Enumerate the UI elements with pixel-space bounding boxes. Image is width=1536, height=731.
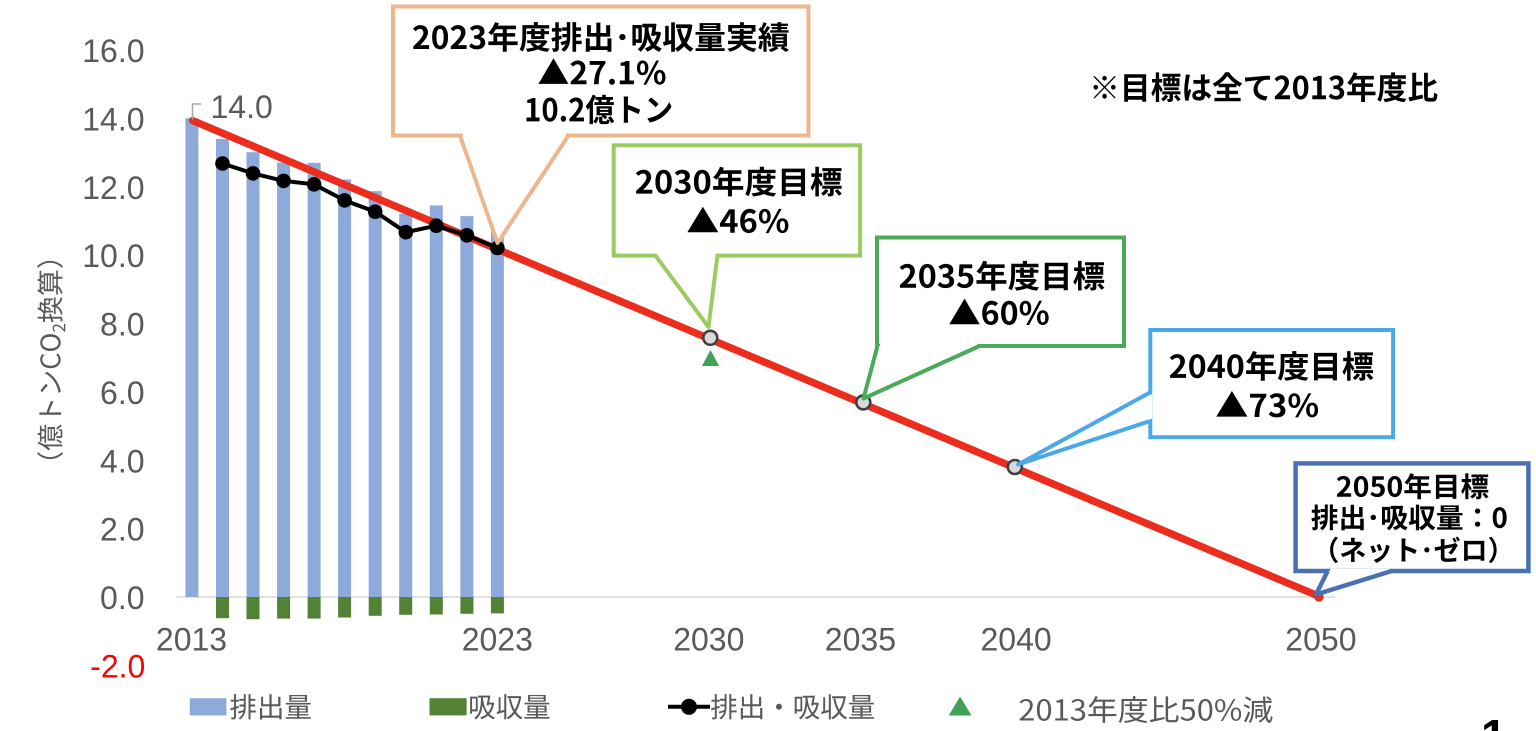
svg-text:2.0: 2.0 [100,512,144,548]
svg-text:8.0: 8.0 [100,307,144,343]
svg-text:2030: 2030 [673,621,744,657]
svg-text:2050: 2050 [1285,621,1356,657]
svg-text:0.0: 0.0 [100,580,144,616]
svg-text:10.0: 10.0 [82,238,144,274]
svg-text:16.0: 16.0 [82,33,144,69]
svg-text:14.0: 14.0 [211,89,273,125]
svg-text:4.0: 4.0 [100,443,144,479]
svg-text:2040: 2040 [981,621,1052,657]
svg-text:1: 1 [1481,710,1507,731]
svg-text:14.0: 14.0 [82,101,144,137]
svg-text:2013: 2013 [156,621,227,657]
svg-text:6.0: 6.0 [100,375,144,411]
svg-text:-2.0: -2.0 [90,648,145,684]
svg-text:2035: 2035 [825,621,896,657]
svg-text:12.0: 12.0 [82,170,144,206]
svg-text:2023: 2023 [462,621,533,657]
